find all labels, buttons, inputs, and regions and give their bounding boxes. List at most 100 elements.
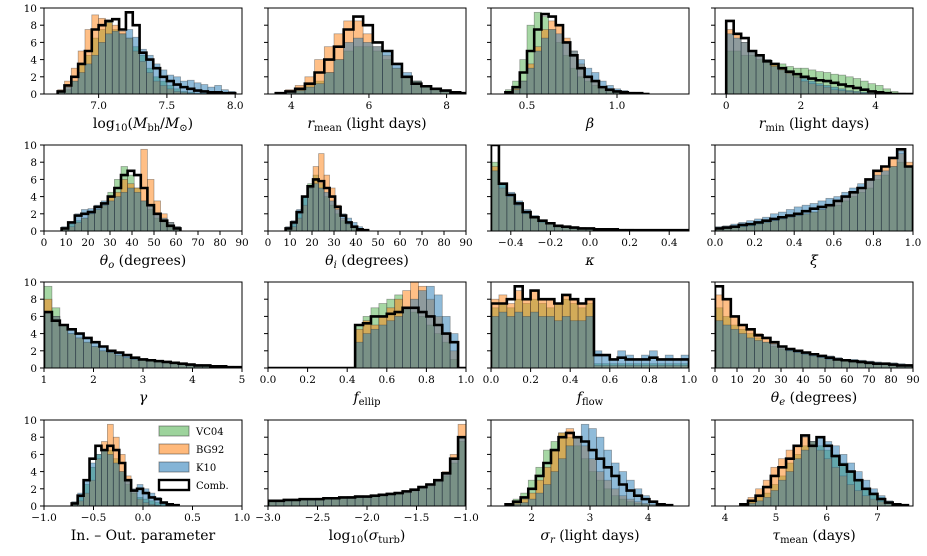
bar [391, 63, 403, 94]
panel-p1: 7.0 7.5 8.0 0 2 4 6 8 10 log10(Mbh/M⊙) [24, 3, 244, 134]
y-tick-label: 10 [24, 415, 37, 427]
plot-area [715, 285, 913, 368]
bar [362, 42, 374, 94]
x-tick-label: 1.0 [905, 237, 922, 249]
x-axis-label: rmean (light days) [307, 116, 426, 134]
series-comb [715, 148, 913, 231]
series-comb [60, 169, 182, 231]
x-tick-label: 50 [371, 237, 384, 249]
x-tick-label: 30 [327, 237, 340, 249]
x-tick-label: 20 [81, 237, 94, 249]
x-tick-label: 0.0 [135, 512, 152, 524]
series-comb [491, 145, 689, 231]
x-tick-label: 0 [723, 100, 730, 112]
x-tick-label: 30 [774, 374, 787, 386]
axes-frame [714, 144, 914, 232]
bar [386, 320, 396, 368]
x-tick-label: 80 [213, 237, 226, 249]
series-k10 [715, 150, 913, 231]
step-outline [268, 306, 466, 368]
series-k10 [491, 170, 689, 231]
bar [808, 80, 817, 94]
x-axis-label: fellip [352, 390, 380, 408]
bar [107, 200, 115, 231]
step-outline [715, 148, 913, 231]
y-tick-label: 4 [30, 329, 37, 341]
series-k10 [57, 29, 236, 94]
x-tick-label: 0 [712, 374, 719, 386]
y-tick-label: 4 [30, 192, 37, 204]
y-tick-label: 6 [30, 311, 37, 323]
x-tick-label: 0.6 [601, 374, 618, 386]
bar [785, 73, 794, 94]
bar [770, 490, 779, 506]
bar [778, 211, 787, 231]
plot-area [284, 153, 370, 231]
x-axis-label: rmin (light days) [759, 116, 870, 134]
x-tick-label: 50 [147, 237, 160, 249]
x-tick-label: −1.0 [453, 512, 479, 524]
bar [95, 454, 102, 506]
x-tick-label: 20 [305, 237, 318, 249]
axes-frame [267, 7, 467, 95]
x-tick-label: 0 [41, 237, 48, 249]
y-tick-label: 8 [30, 157, 37, 169]
plot-area [504, 11, 650, 94]
legend-swatch [158, 443, 190, 455]
bar [561, 316, 571, 368]
x-tick-label: 0.8 [418, 374, 435, 386]
legend-entry-bg92: BG92 [158, 443, 224, 456]
bar [125, 29, 134, 94]
x-tick-label: −1.0 [31, 512, 57, 524]
bar [546, 316, 555, 368]
x-axis-label: log10(σturb) [329, 528, 406, 546]
y-tick-label: 4 [30, 467, 37, 479]
x-tick-label: 0.6 [378, 374, 395, 386]
bar [896, 150, 906, 231]
bar [577, 320, 587, 368]
bar [304, 86, 315, 94]
bar [541, 37, 549, 94]
bar [426, 285, 435, 368]
series-comb [739, 434, 910, 506]
bar [641, 354, 650, 368]
y-tick-label: 10 [24, 140, 37, 152]
step-outline [274, 15, 466, 94]
axes-frame [490, 281, 690, 369]
series-comb [268, 435, 466, 506]
legend-swatch [158, 461, 190, 473]
x-axis-label: ξ [810, 253, 819, 269]
x-axis-label: γ [139, 390, 148, 406]
step-outline [44, 310, 242, 368]
bar [114, 196, 122, 231]
x-tick-label: 30 [103, 237, 116, 249]
step-outline [724, 19, 913, 94]
bar [793, 458, 802, 506]
bar [762, 341, 771, 368]
x-tick-label: −2.5 [305, 512, 331, 524]
legend-entry-comb: Comb. [157, 478, 229, 492]
y-tick-label: 4 [30, 55, 37, 67]
x-tick-label: 90 [235, 237, 248, 249]
step-outline [268, 435, 466, 506]
bar [105, 33, 113, 94]
bar [314, 83, 325, 94]
bar [533, 50, 542, 94]
panel-p7: −0.4 −0.2 0.0 0.2 0.4 κ [487, 144, 690, 269]
legend-label: BG92 [196, 445, 224, 456]
bar [558, 458, 567, 506]
series-comb [724, 19, 913, 94]
x-tick-label: 40 [125, 237, 138, 249]
bar [378, 324, 388, 368]
series-k10 [354, 285, 459, 368]
x-tick-label: −0.2 [538, 237, 564, 249]
bar [107, 454, 114, 506]
x-tick-label: 1.0 [234, 512, 251, 524]
series-k10 [61, 187, 181, 231]
x-axis-label: log10(Mbh/M⊙) [93, 116, 193, 134]
x-tick-label: 80 [884, 374, 897, 386]
x-axis-label: β [585, 116, 594, 132]
x-tick-label: 60 [169, 237, 182, 249]
